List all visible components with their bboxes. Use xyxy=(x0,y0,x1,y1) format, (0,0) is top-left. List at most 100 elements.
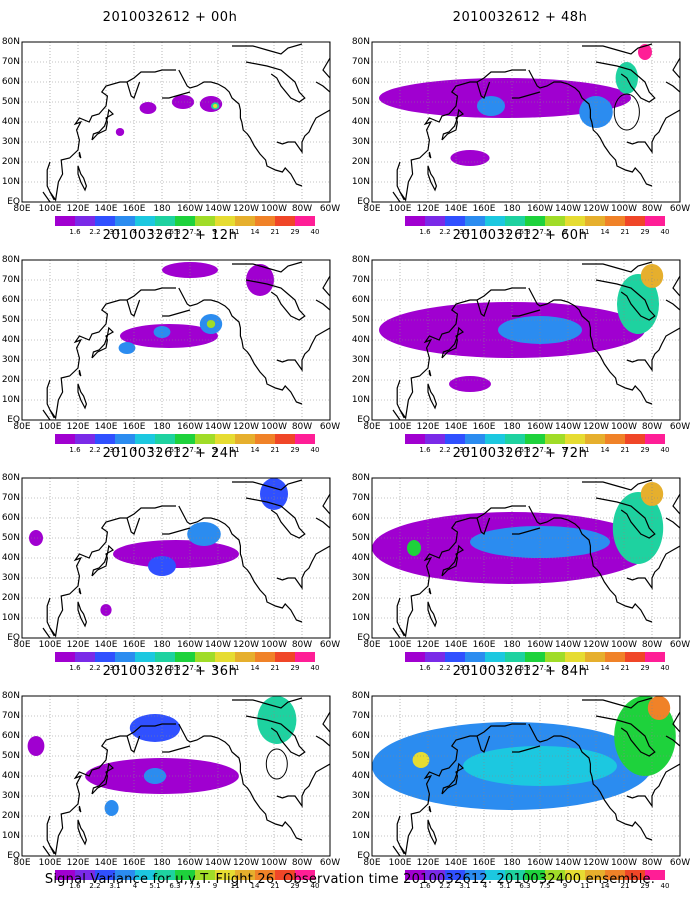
colorbar-swatch xyxy=(545,652,565,662)
lon-tick-label: 140E xyxy=(94,422,118,432)
colorbar-label: 14 xyxy=(600,664,610,672)
lon-tick-label: 100E xyxy=(388,204,412,214)
colorbar-swatch xyxy=(75,434,95,444)
colorbar-label: 21 xyxy=(620,664,630,672)
lat-tick-label: 80N xyxy=(1,255,20,265)
lat-tick-label: EQ xyxy=(357,415,370,425)
colorbar-label: 40 xyxy=(660,664,670,672)
colorbar-swatch xyxy=(155,870,175,880)
colorbar-swatch xyxy=(605,870,625,880)
lat-tick-label: 40N xyxy=(351,117,370,127)
colorbar-label: 7.5 xyxy=(189,446,201,454)
coastline xyxy=(512,527,541,535)
lat-tick-label: 30N xyxy=(1,573,20,583)
coastline xyxy=(322,478,330,515)
colorbar-label: 29 xyxy=(290,228,300,236)
coastline xyxy=(322,260,330,297)
lat-tick-label: 10N xyxy=(1,177,20,187)
lon-tick-label: 120W xyxy=(582,204,610,214)
coastline xyxy=(428,805,432,813)
colorbar-swatch xyxy=(485,870,505,880)
variance-contour xyxy=(187,522,221,546)
map-svg xyxy=(371,41,681,203)
coastline xyxy=(512,745,541,753)
colorbar-swatch xyxy=(95,216,115,226)
lat-tick-label: 20N xyxy=(1,811,20,821)
colorbar-swatch xyxy=(175,652,195,662)
lat-tick-label: 50N xyxy=(351,533,370,543)
colorbar-label: 11 xyxy=(230,446,240,454)
coastline xyxy=(595,279,656,321)
colorbar-swatch xyxy=(135,870,155,880)
coastline xyxy=(315,299,330,311)
lat-tick-label: EQ xyxy=(357,633,370,643)
colorbar-swatch xyxy=(565,434,585,444)
variance-contour xyxy=(477,96,505,116)
colorbar-label: 2.2 xyxy=(89,664,101,672)
coastline xyxy=(315,735,330,747)
colorbar-swatch xyxy=(75,216,95,226)
colorbar-swatch xyxy=(565,216,585,226)
colorbar-label: 2.2 xyxy=(89,446,101,454)
lon-tick-label: 80W xyxy=(291,422,313,432)
colorbar-label: 3.1 xyxy=(109,446,121,454)
lon-tick-label: 80E xyxy=(363,640,381,650)
coastline xyxy=(396,815,405,855)
panel-title: 2010032612 + 36h xyxy=(102,664,238,679)
lon-tick-label: 120W xyxy=(232,422,260,432)
colorbar-swatch xyxy=(155,216,175,226)
colorbar-swatch xyxy=(525,216,545,226)
colorbar-label: 6.3 xyxy=(169,882,181,890)
lon-tick-label: 180 xyxy=(503,858,521,868)
lon-tick-label: 120W xyxy=(582,422,610,432)
lon-tick-label: 60W xyxy=(669,422,691,432)
coastline xyxy=(276,327,330,372)
colorbar-label: 14 xyxy=(600,446,610,454)
lon-tick-label: 100W xyxy=(610,422,638,432)
colorbar-swatch xyxy=(505,216,525,226)
map-area xyxy=(21,695,331,857)
shaded-field xyxy=(22,478,330,638)
coastline xyxy=(595,61,656,103)
coastline xyxy=(315,517,330,529)
coastline xyxy=(91,762,114,795)
map-svg xyxy=(21,477,331,639)
lon-tick-label: 160E xyxy=(472,204,496,214)
coastline xyxy=(245,497,306,539)
colorbar-label: 2.2 xyxy=(439,882,451,890)
lon-tick-label: 120W xyxy=(232,640,260,650)
coastline xyxy=(392,191,401,202)
colorbar-swatch xyxy=(275,216,295,226)
lat-tick-label: 10N xyxy=(351,395,370,405)
coastline xyxy=(245,715,306,757)
colorbar-swatch xyxy=(465,652,485,662)
colorbar-label: 3.1 xyxy=(459,664,471,672)
lon-tick-label: 180 xyxy=(503,204,521,214)
lon-tick-label: 140W xyxy=(554,640,582,650)
panel-title: 2010032612 + 84h xyxy=(452,664,588,679)
observation-circle xyxy=(613,93,640,131)
colorbar-swatch xyxy=(485,216,505,226)
colorbar xyxy=(55,652,315,662)
colorbar-swatch xyxy=(295,870,315,880)
colorbar-swatch xyxy=(485,652,505,662)
colorbar-label: 40 xyxy=(310,446,320,454)
lat-tick-label: EQ xyxy=(7,197,20,207)
lat-tick-label: 60N xyxy=(1,731,20,741)
panel-title: 2010032612 + 24h xyxy=(102,446,238,461)
colorbar-label: 4 xyxy=(132,882,138,890)
colorbar-swatch xyxy=(115,216,135,226)
colorbar-swatch xyxy=(405,216,425,226)
map-frame xyxy=(371,41,681,203)
coastline xyxy=(665,81,680,93)
colorbar-label: 14 xyxy=(250,664,260,672)
colorbar-label: 2.2 xyxy=(89,882,101,890)
colorbar-label: 6.3 xyxy=(519,446,531,454)
coastline xyxy=(162,309,191,317)
coastline xyxy=(126,517,141,535)
panel-title: 2010032612 + 72h xyxy=(452,446,588,461)
lon-tick-label: 120W xyxy=(232,204,260,214)
variance-contour xyxy=(171,95,195,109)
colorbar xyxy=(55,216,315,226)
lat-tick-label: 50N xyxy=(1,97,20,107)
